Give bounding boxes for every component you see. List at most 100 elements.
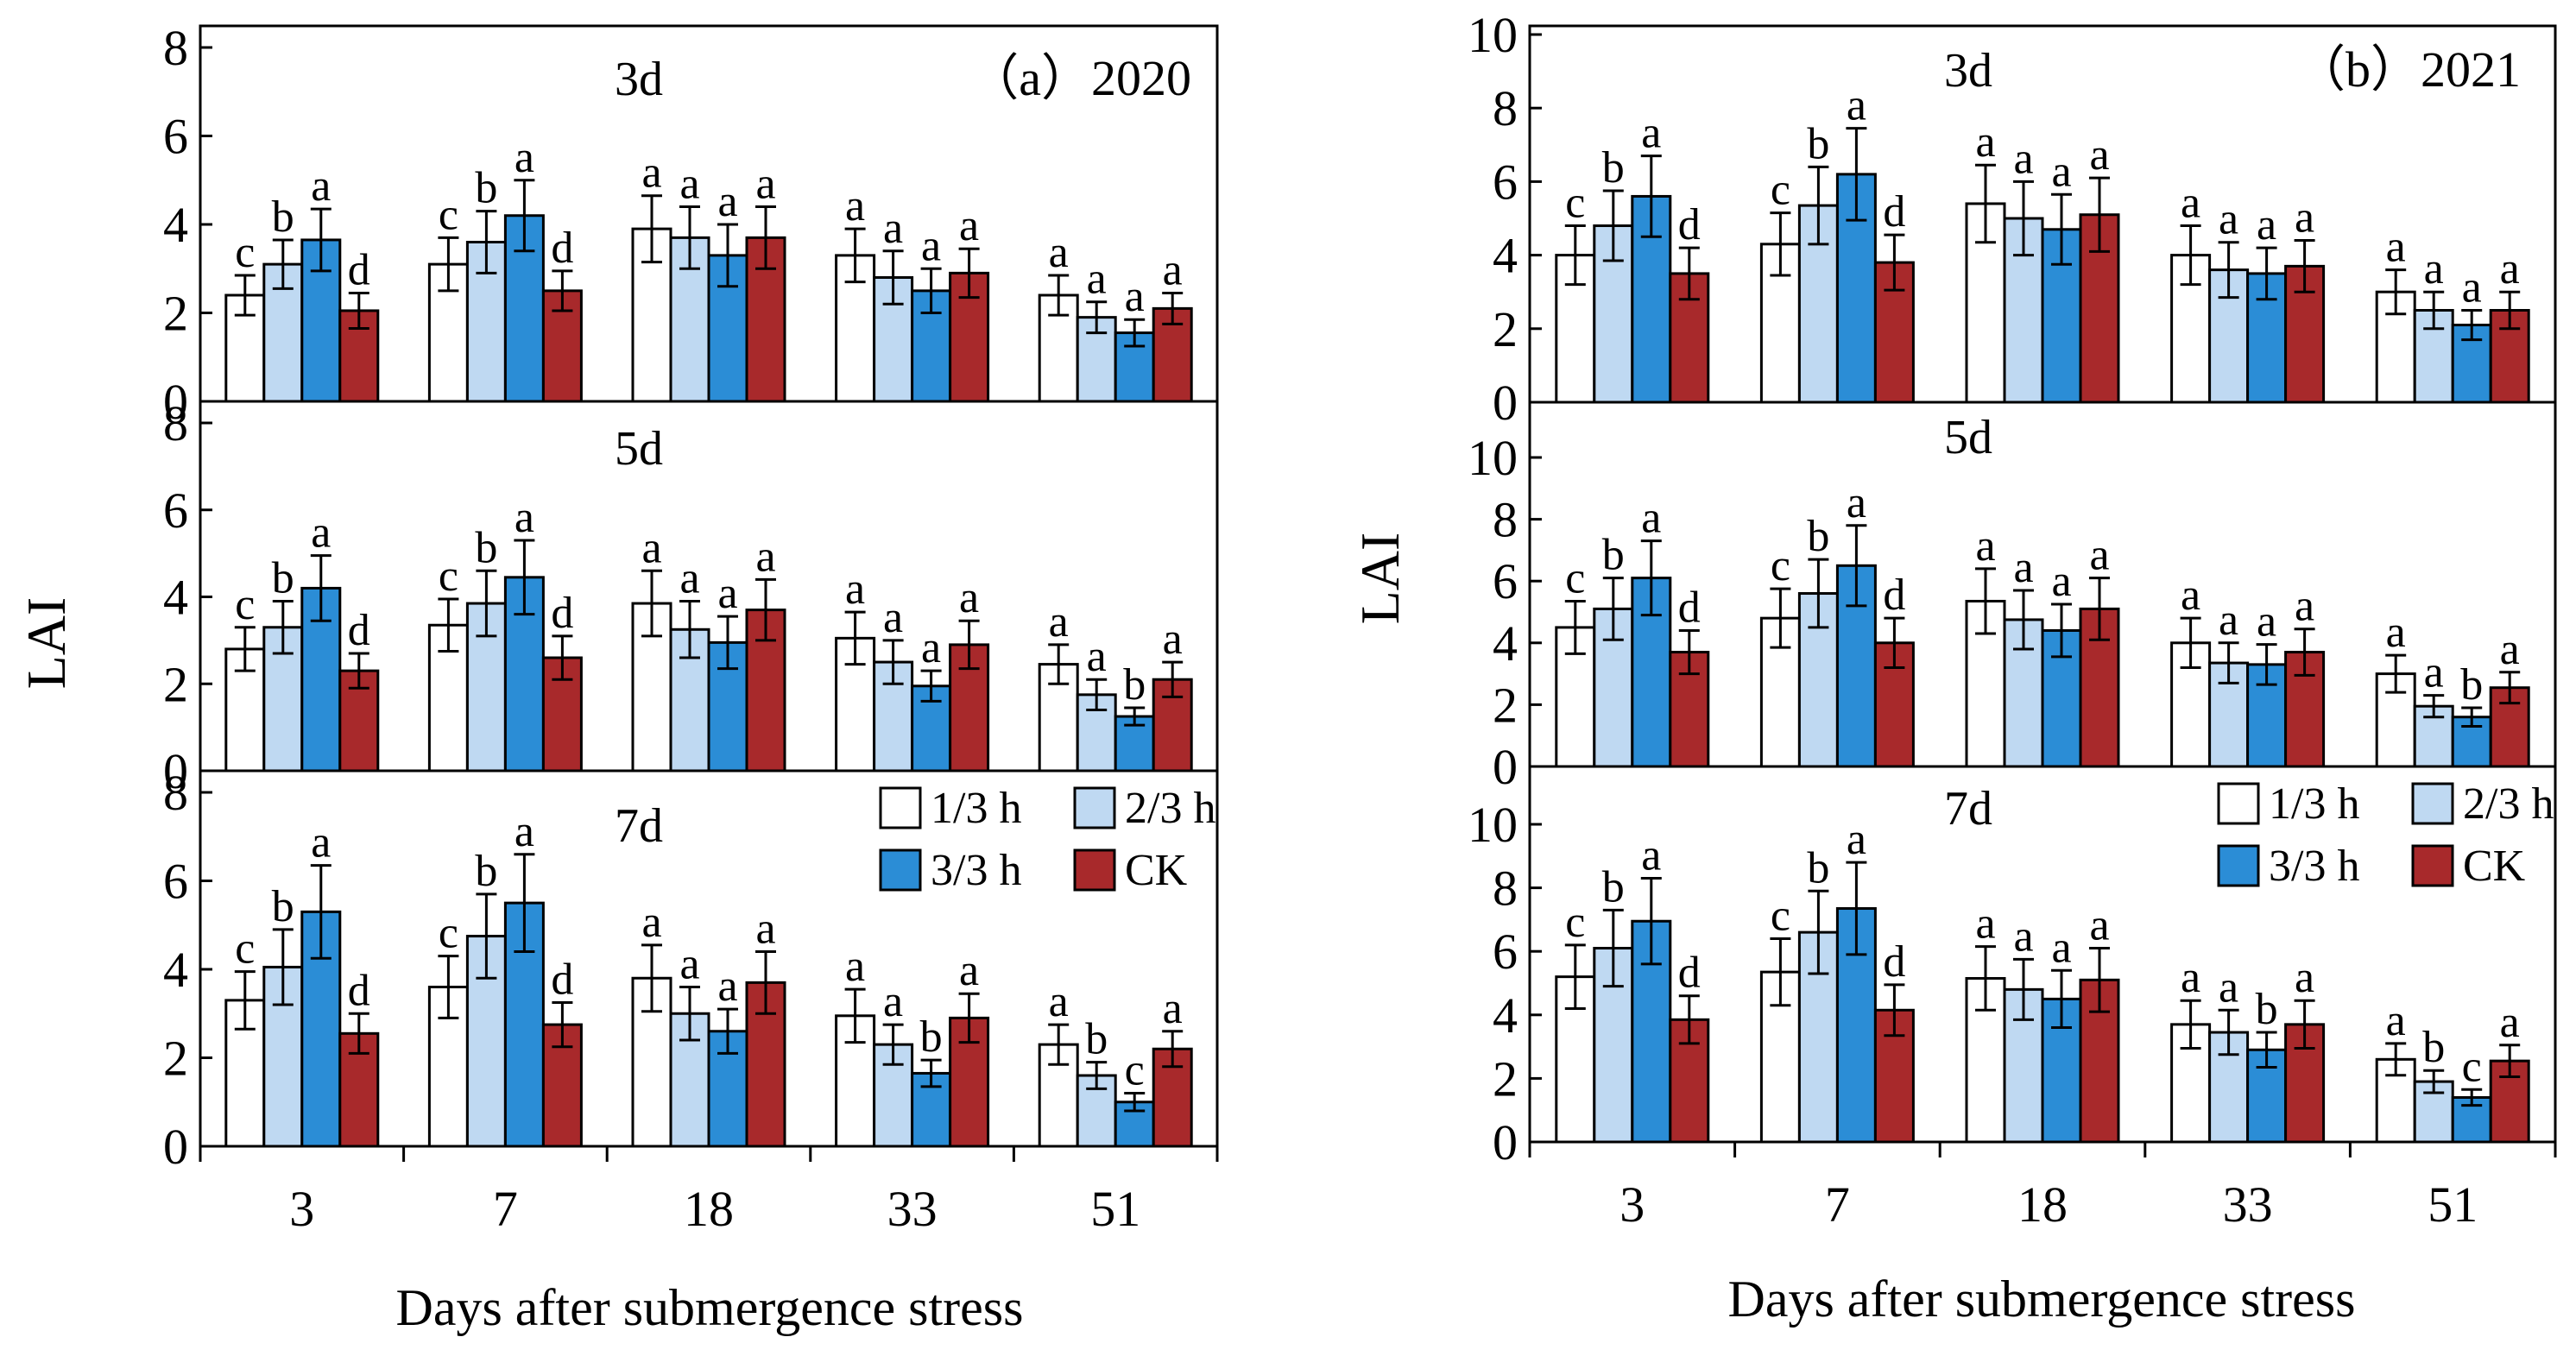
significance-letter: d — [348, 606, 370, 655]
bar — [1152, 1047, 1193, 1148]
x-tick-label: 33 — [2223, 1176, 2273, 1233]
significance-letter: b — [475, 847, 497, 896]
significance-letter: a — [1087, 255, 1107, 304]
significance-letter: a — [515, 807, 534, 856]
y-tick-label: 2 — [163, 286, 188, 342]
significance-letter: a — [679, 940, 699, 989]
significance-letter: c — [1125, 1046, 1145, 1095]
y-tick-label: 4 — [1493, 228, 1518, 284]
significance-letter: a — [921, 221, 941, 270]
x-tick-label: 7 — [493, 1181, 518, 1237]
significance-letter: c — [235, 580, 255, 629]
significance-letter: a — [2424, 648, 2444, 697]
significance-letter: a — [1847, 815, 1866, 864]
y-tick-label: 8 — [163, 20, 188, 76]
significance-letter: a — [883, 977, 903, 1026]
x-tick-label: 33 — [887, 1181, 938, 1237]
y-tick-label: 6 — [163, 109, 188, 165]
significance-letter: c — [1565, 898, 1585, 947]
significance-letter: c — [2462, 1042, 2482, 1091]
significance-letter: d — [348, 966, 370, 1015]
significance-letter: c — [439, 190, 458, 239]
significance-letter: a — [755, 160, 775, 209]
significance-letter: b — [1123, 660, 1146, 710]
significance-letter: b — [1807, 512, 1829, 561]
significance-letter: a — [1163, 984, 1183, 1033]
significance-letter: d — [348, 245, 370, 294]
significance-letter: c — [439, 552, 458, 601]
legend-swatch — [2217, 782, 2260, 825]
legend: 1/3 h 2/3 h 3/3 h CK — [879, 784, 1215, 895]
legend-swatch — [879, 848, 922, 892]
significance-letter: a — [2386, 996, 2406, 1045]
significance-letter: c — [235, 228, 255, 277]
significance-letter: a — [1163, 615, 1183, 664]
significance-letter: a — [755, 532, 775, 581]
panel-subtitle: 5d — [615, 422, 663, 476]
significance-letter: d — [551, 955, 573, 1004]
significance-letter: c — [1771, 891, 1790, 940]
legend-swatch — [879, 786, 922, 829]
significance-letter: a — [2181, 571, 2200, 620]
significance-letter: a — [679, 160, 699, 209]
significance-letter: a — [1847, 81, 1866, 130]
legend-swatch — [1073, 848, 1116, 892]
y-tick-label: 10 — [1468, 7, 1518, 63]
significance-letter: b — [272, 192, 294, 242]
significance-letter: a — [1641, 109, 1661, 158]
significance-letter: a — [2462, 263, 2482, 312]
significance-letter: b — [1807, 843, 1829, 892]
significance-letter: c — [1771, 541, 1790, 590]
significance-letter: d — [551, 589, 573, 638]
significance-letter: a — [845, 564, 865, 614]
significance-letter: c — [1565, 553, 1585, 602]
y-tick-label: 4 — [163, 197, 188, 253]
significance-letter: a — [1125, 272, 1145, 321]
significance-letter: b — [1085, 1015, 1108, 1064]
x-tick-label: 51 — [2428, 1176, 2478, 1233]
panel-subtitle: 3d — [1944, 44, 1992, 98]
significance-letter: a — [2295, 582, 2314, 631]
significance-letter: a — [845, 942, 865, 991]
panel-subtitle: 5d — [1944, 411, 1992, 464]
significance-letter: a — [1163, 245, 1183, 294]
significance-letter: a — [1049, 597, 1069, 646]
y-tick-label: 2 — [163, 1031, 188, 1087]
significance-letter: a — [2219, 596, 2238, 645]
significance-letter: b — [1602, 531, 1625, 580]
y-tick-label: 8 — [163, 395, 188, 451]
significance-letter: c — [1565, 179, 1585, 228]
y-tick-label: 10 — [1468, 430, 1518, 486]
significance-letter: d — [1883, 937, 1905, 987]
y-tick-label: 6 — [1493, 154, 1518, 210]
significance-letter: a — [1975, 899, 1995, 949]
x-axis-title-right: Days after submergence stress — [1728, 1271, 2356, 1328]
significance-letter: a — [2219, 195, 2238, 244]
y-tick-label: 4 — [1493, 987, 1518, 1044]
y-tick-label: 8 — [1493, 861, 1518, 917]
x-tick-label: 3 — [1619, 1176, 1645, 1233]
panel-subtitle: 7d — [615, 799, 663, 853]
legend-label: CK — [2463, 842, 2526, 891]
significance-letter: b — [2422, 1023, 2445, 1072]
y-tick-label: 4 — [163, 570, 188, 626]
legend-label: 3/3 h — [931, 846, 1021, 895]
legend-swatch — [2217, 844, 2260, 887]
x-tick-label: 18 — [684, 1181, 734, 1237]
significance-letter: a — [311, 818, 331, 867]
significance-letter: c — [235, 924, 255, 974]
legend-swatch — [2411, 782, 2454, 825]
significance-letter: a — [959, 201, 979, 250]
significance-letter: a — [2089, 130, 2109, 180]
significance-letter: d — [1678, 949, 1701, 998]
legend-swatch — [2411, 844, 2454, 887]
y-tick-label: 8 — [163, 765, 188, 821]
significance-letter: a — [883, 593, 903, 642]
y-tick-label: 6 — [1493, 553, 1518, 609]
significance-letter: a — [2089, 531, 2109, 580]
